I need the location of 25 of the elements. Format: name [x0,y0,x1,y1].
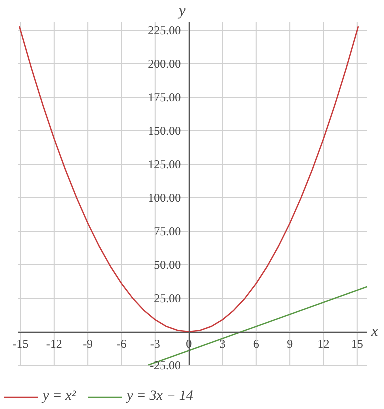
y-tick-label: 25.00 [154,292,182,306]
x-tick-label: -6 [116,337,127,352]
x-tick-label: 9 [287,337,294,352]
y-tick-label: 225.00 [148,24,182,38]
y-tick-label: 50.00 [154,258,182,272]
x-tick-label: 3 [220,337,226,352]
y-tick-label: 100.00 [148,191,182,206]
x-tick-label: 12 [318,337,330,352]
x-tick-label: -12 [46,337,62,352]
y-tick-label: 150.00 [148,124,182,138]
x-tick-label: -9 [83,337,94,352]
y-tick-label: 175.00 [148,90,182,105]
x-tick-label: 6 [253,337,260,352]
x-axis-title: x [370,324,378,340]
y-tick-label: 125.00 [148,158,182,172]
legend-label: y = 3x − 14 [127,389,194,405]
y-axis-title: y [177,4,186,20]
x-tick-label: -3 [150,337,160,352]
x-tick-label: 15 [351,337,364,352]
line-series [18,26,360,333]
legend-label: y = x² [43,389,76,405]
y-tick-label: 75.00 [154,224,182,239]
x-tick-label: -15 [12,337,29,352]
y-tick-label: 200.00 [148,57,182,72]
y-tick-label: -25.00 [150,358,182,372]
